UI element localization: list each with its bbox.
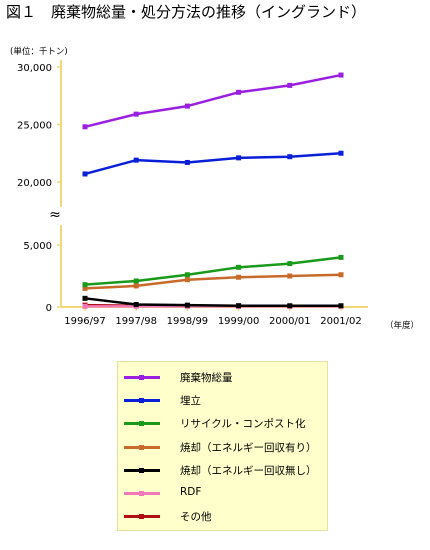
data-point xyxy=(338,150,344,156)
series-line xyxy=(84,273,342,290)
series-2 xyxy=(82,254,344,288)
data-point xyxy=(82,282,88,288)
legend-marker xyxy=(139,444,144,450)
y-tick-label: 5,000 xyxy=(23,241,52,252)
legend-item: 焼却（エネルギー回収有り） xyxy=(118,439,323,455)
data-point xyxy=(133,302,139,308)
series-line xyxy=(84,256,342,286)
legend-item: 廃棄物総量 xyxy=(118,369,323,385)
legend-label: RDF xyxy=(180,486,202,498)
legend-marker xyxy=(139,375,144,380)
legend-marker xyxy=(139,491,144,496)
data-point xyxy=(287,82,293,88)
y-tick-label: 20,000 xyxy=(17,178,52,189)
series-1 xyxy=(82,150,344,177)
series-line xyxy=(84,73,342,129)
data-point xyxy=(82,295,88,301)
data-point xyxy=(338,254,344,260)
data-point xyxy=(338,272,344,278)
legend-label: 焼却（エネルギー回収無し） xyxy=(180,464,317,477)
data-point xyxy=(133,278,139,284)
legend-item: 焼却（エネルギー回収無し） xyxy=(118,462,323,478)
data-point xyxy=(184,302,190,308)
x-tick-label: 1999/00 xyxy=(218,316,260,327)
series-line xyxy=(84,152,342,176)
y-tick-label: 25,000 xyxy=(17,121,52,132)
data-point xyxy=(338,303,344,309)
x-tick-label: 1996/97 xyxy=(64,316,106,327)
data-point xyxy=(236,89,242,95)
data-point xyxy=(82,285,88,291)
x-axis-unit-label: （年度） xyxy=(385,320,419,331)
legend-marker xyxy=(139,467,144,473)
data-point xyxy=(287,273,293,279)
data-point xyxy=(82,124,88,130)
legend-label: その他 xyxy=(180,511,212,524)
data-point xyxy=(338,72,344,78)
data-point xyxy=(236,155,242,161)
data-point xyxy=(236,274,242,280)
data-point xyxy=(236,264,242,270)
legend: 廃棄物総量埋立リサイクル・コンポスト化 焼却（エネルギー回収有り） 焼却（エネルギー… xyxy=(117,361,328,531)
chart-title: 図１ 廃棄物総量・処分方法の推移（イングランド） xyxy=(6,3,366,21)
data-point xyxy=(184,272,190,278)
data-point xyxy=(287,154,293,160)
data-point xyxy=(287,303,293,309)
legend-label: 廃棄物総量 xyxy=(180,372,233,384)
x-tick-label: 1997/98 xyxy=(115,316,157,327)
legend-label: 焼却（エネルギー回収有り） xyxy=(180,441,317,454)
series-3 xyxy=(82,272,344,291)
x-tick-label: 2000/01 xyxy=(269,316,311,327)
legend-label: リサイクル・コンポスト化 xyxy=(180,418,306,431)
data-point xyxy=(184,103,190,109)
legend-marker xyxy=(139,514,144,520)
data-point xyxy=(133,111,139,117)
legend-marker xyxy=(139,398,144,404)
axis-break-mark: ≈ xyxy=(49,207,61,223)
data-point xyxy=(184,277,190,283)
data-point xyxy=(133,283,139,289)
x-tick-label: 1998/99 xyxy=(167,316,209,327)
legend-item: 埋立 xyxy=(118,392,323,408)
y-tick-label: 0 xyxy=(46,303,52,314)
legend-item: リサイクル・コンポスト化 xyxy=(118,415,323,431)
series-line xyxy=(84,297,341,308)
data-point xyxy=(236,303,242,309)
legend-label: 埋立 xyxy=(180,395,201,408)
series-4 xyxy=(82,295,344,309)
legend-item: その他 xyxy=(118,508,323,524)
series-0 xyxy=(82,72,344,130)
data-point xyxy=(184,159,190,165)
legend-marker xyxy=(139,421,144,427)
y-tick-label: 30,000 xyxy=(17,63,52,74)
x-tick-label: 2001/02 xyxy=(320,316,362,327)
data-point xyxy=(133,157,139,163)
data-point xyxy=(82,303,88,309)
data-point xyxy=(287,261,293,267)
legend-item: RDF xyxy=(118,485,323,501)
unit-label: (単位：千トン) xyxy=(10,46,68,57)
data-point xyxy=(82,171,88,177)
